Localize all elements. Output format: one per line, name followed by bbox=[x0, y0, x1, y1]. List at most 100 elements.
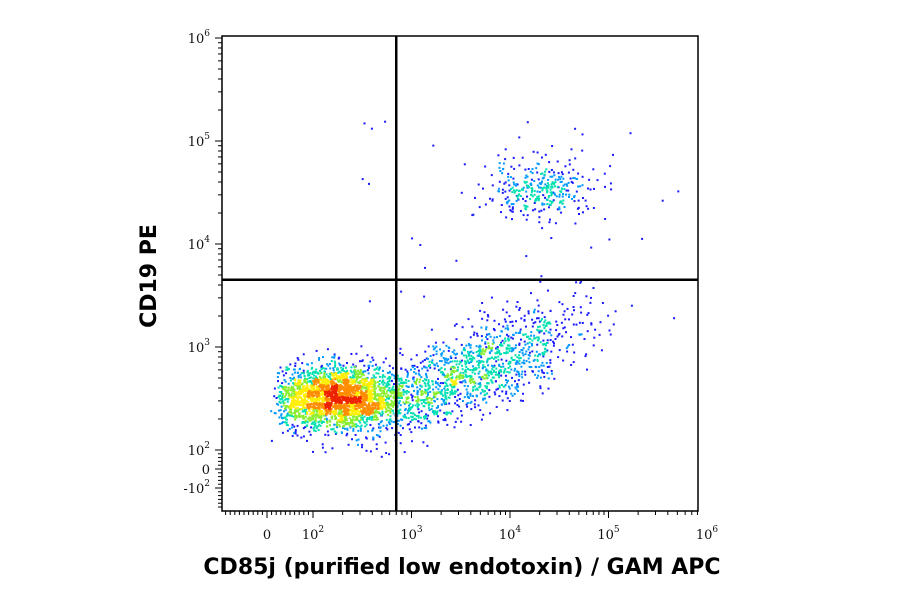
event-point bbox=[437, 377, 439, 380]
event-point bbox=[411, 396, 414, 399]
event-point bbox=[472, 367, 475, 370]
event-point bbox=[524, 176, 527, 179]
event-point bbox=[484, 393, 487, 396]
event-point bbox=[286, 429, 289, 432]
event-point bbox=[284, 407, 286, 410]
event-point bbox=[417, 369, 420, 372]
event-point bbox=[342, 413, 345, 416]
event-point bbox=[449, 384, 452, 387]
event-point bbox=[428, 386, 431, 389]
event-point bbox=[574, 177, 577, 180]
event-point bbox=[527, 335, 530, 338]
event-point bbox=[516, 385, 519, 388]
event-point bbox=[560, 171, 563, 174]
event-point bbox=[508, 349, 511, 352]
event-point bbox=[324, 393, 327, 396]
event-point bbox=[411, 415, 414, 418]
event-point bbox=[421, 427, 423, 430]
event-point bbox=[487, 364, 490, 367]
event-point bbox=[312, 409, 315, 412]
event-point bbox=[508, 189, 511, 192]
event-point bbox=[336, 397, 339, 400]
event-point bbox=[399, 381, 402, 384]
event-point bbox=[329, 403, 332, 406]
event-point bbox=[553, 377, 556, 380]
event-point bbox=[493, 357, 496, 360]
event-point bbox=[380, 401, 383, 404]
event-point bbox=[423, 399, 426, 401]
event-point bbox=[498, 349, 501, 352]
event-point bbox=[303, 379, 306, 382]
event-point bbox=[282, 395, 285, 398]
event-point bbox=[545, 322, 548, 325]
event-point bbox=[330, 407, 333, 410]
event-point bbox=[459, 371, 462, 374]
event-point bbox=[294, 391, 297, 394]
event-point bbox=[340, 366, 343, 369]
event-point bbox=[368, 401, 371, 403]
event-point bbox=[408, 404, 410, 407]
event-point bbox=[522, 214, 525, 217]
event-point bbox=[353, 371, 356, 374]
event-point bbox=[278, 400, 281, 403]
event-point bbox=[444, 361, 447, 364]
event-point bbox=[353, 381, 356, 384]
event-point bbox=[486, 358, 489, 361]
event-point bbox=[312, 377, 315, 380]
event-point bbox=[321, 443, 324, 446]
event-point bbox=[490, 174, 493, 177]
event-point bbox=[531, 350, 534, 353]
event-point bbox=[342, 377, 345, 380]
event-point bbox=[452, 391, 455, 394]
event-point bbox=[429, 366, 432, 369]
event-point bbox=[513, 369, 516, 372]
event-point bbox=[274, 412, 277, 415]
event-point bbox=[513, 183, 516, 186]
event-point bbox=[479, 354, 482, 357]
event-point bbox=[486, 382, 489, 385]
event-point bbox=[536, 358, 539, 361]
event-point bbox=[291, 426, 294, 429]
event-point bbox=[363, 399, 366, 402]
event-point bbox=[400, 391, 403, 394]
event-point bbox=[352, 363, 355, 366]
event-point bbox=[558, 195, 561, 198]
event-point bbox=[405, 381, 408, 384]
event-point bbox=[363, 394, 366, 397]
event-point bbox=[521, 370, 524, 373]
event-point bbox=[357, 392, 360, 395]
event-point bbox=[446, 392, 449, 394]
event-point bbox=[355, 425, 358, 428]
event-point bbox=[540, 275, 543, 278]
event-point bbox=[466, 359, 469, 362]
event-point bbox=[565, 183, 568, 186]
event-point bbox=[363, 364, 366, 367]
event-point bbox=[579, 185, 582, 188]
event-point bbox=[289, 410, 292, 413]
event-point bbox=[276, 376, 279, 378]
event-point bbox=[391, 392, 394, 395]
event-point bbox=[400, 394, 403, 397]
event-point bbox=[393, 383, 395, 386]
event-point bbox=[317, 429, 320, 432]
y-tick-label: 105 bbox=[188, 132, 211, 150]
event-point bbox=[313, 382, 316, 385]
event-point bbox=[342, 425, 345, 428]
event-point bbox=[365, 388, 368, 391]
event-point bbox=[525, 255, 528, 258]
event-point bbox=[368, 382, 371, 385]
event-point bbox=[294, 409, 297, 412]
event-point bbox=[277, 386, 280, 389]
event-point bbox=[445, 411, 448, 414]
event-point bbox=[515, 388, 518, 391]
event-point bbox=[544, 343, 547, 346]
event-point bbox=[400, 418, 402, 421]
event-point bbox=[508, 199, 511, 202]
event-point bbox=[355, 385, 358, 388]
event-point bbox=[305, 388, 308, 391]
event-point bbox=[512, 203, 515, 206]
event-point bbox=[340, 404, 343, 407]
event-point bbox=[449, 377, 452, 380]
event-point bbox=[340, 405, 343, 408]
event-point bbox=[381, 410, 384, 413]
